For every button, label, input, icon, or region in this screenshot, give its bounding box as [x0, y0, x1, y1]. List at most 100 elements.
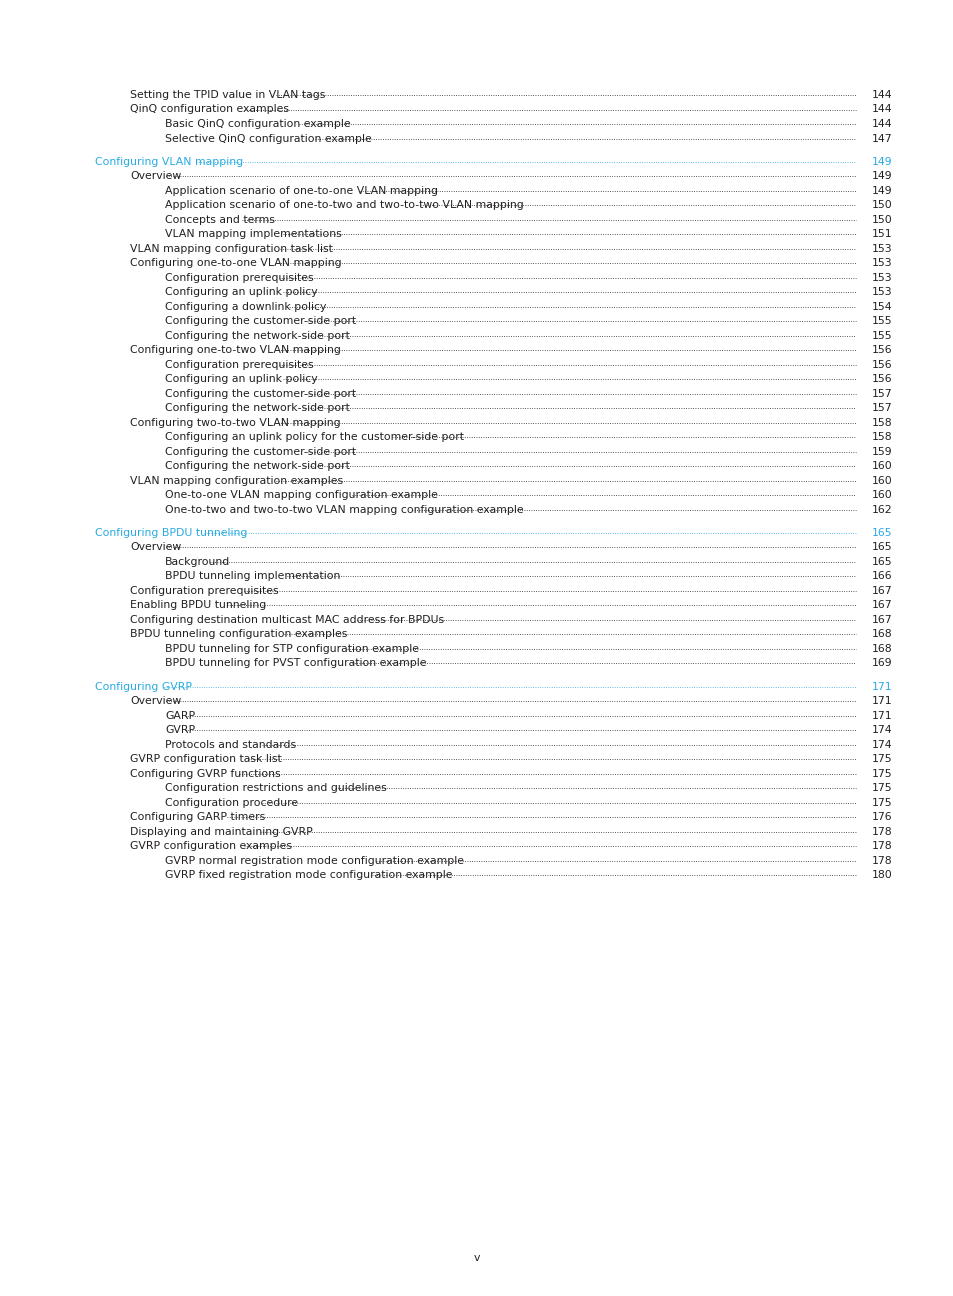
Text: Concepts and terms: Concepts and terms [165, 215, 274, 224]
Text: 178: 178 [871, 841, 892, 851]
Text: VLAN mapping configuration examples: VLAN mapping configuration examples [130, 476, 343, 486]
Text: 160: 160 [871, 461, 892, 472]
Text: Application scenario of one-to-two and two-to-two VLAN mapping: Application scenario of one-to-two and t… [165, 200, 523, 210]
Text: 157: 157 [871, 403, 892, 413]
Text: 151: 151 [871, 229, 892, 240]
Text: 160: 160 [871, 490, 892, 500]
Text: 176: 176 [871, 813, 892, 822]
Text: Configuring destination multicast MAC address for BPDUs: Configuring destination multicast MAC ad… [130, 614, 444, 625]
Text: Configuring BPDU tunneling: Configuring BPDU tunneling [95, 527, 247, 538]
Text: GVRP configuration task list: GVRP configuration task list [130, 754, 281, 765]
Text: 149: 149 [871, 185, 892, 196]
Text: 167: 167 [871, 614, 892, 625]
Text: BPDU tunneling implementation: BPDU tunneling implementation [165, 572, 340, 582]
Text: Configuring two-to-two VLAN mapping: Configuring two-to-two VLAN mapping [130, 417, 340, 428]
Text: 144: 144 [871, 89, 892, 100]
Text: 175: 175 [871, 769, 892, 779]
Text: Overview: Overview [130, 696, 181, 706]
Text: Configuration prerequisites: Configuration prerequisites [165, 360, 314, 369]
Text: VLAN mapping implementations: VLAN mapping implementations [165, 229, 341, 240]
Text: 158: 158 [871, 432, 892, 442]
Text: Basic QinQ configuration example: Basic QinQ configuration example [165, 119, 351, 130]
Text: 160: 160 [871, 476, 892, 486]
Text: Configuring a downlink policy: Configuring a downlink policy [165, 302, 326, 312]
Text: 171: 171 [871, 696, 892, 706]
Text: 156: 156 [871, 345, 892, 355]
Text: 154: 154 [871, 302, 892, 312]
Text: GVRP normal registration mode configuration example: GVRP normal registration mode configurat… [165, 855, 463, 866]
Text: VLAN mapping configuration task list: VLAN mapping configuration task list [130, 244, 333, 254]
Text: Configuration prerequisites: Configuration prerequisites [165, 272, 314, 283]
Text: 171: 171 [871, 710, 892, 721]
Text: Setting the TPID value in VLAN tags: Setting the TPID value in VLAN tags [130, 89, 325, 100]
Text: Configuring one-to-two VLAN mapping: Configuring one-to-two VLAN mapping [130, 345, 340, 355]
Text: 144: 144 [871, 105, 892, 114]
Text: 147: 147 [871, 133, 892, 144]
Text: Overview: Overview [130, 543, 181, 552]
Text: 174: 174 [871, 740, 892, 749]
Text: One-to-one VLAN mapping configuration example: One-to-one VLAN mapping configuration ex… [165, 490, 437, 500]
Text: 180: 180 [871, 870, 892, 880]
Text: Application scenario of one-to-one VLAN mapping: Application scenario of one-to-one VLAN … [165, 185, 437, 196]
Text: 165: 165 [871, 557, 892, 566]
Text: 159: 159 [871, 447, 892, 456]
Text: 168: 168 [871, 630, 892, 639]
Text: 169: 169 [871, 658, 892, 669]
Text: GVRP fixed registration mode configuration example: GVRP fixed registration mode configurati… [165, 870, 452, 880]
Text: 155: 155 [871, 316, 892, 327]
Text: 165: 165 [871, 543, 892, 552]
Text: 153: 153 [871, 258, 892, 268]
Text: 149: 149 [871, 157, 892, 167]
Text: 167: 167 [871, 600, 892, 610]
Text: 165: 165 [871, 527, 892, 538]
Text: Configuring the network-side port: Configuring the network-side port [165, 403, 350, 413]
Text: Configuring VLAN mapping: Configuring VLAN mapping [95, 157, 243, 167]
Text: GVRP: GVRP [165, 724, 195, 735]
Text: 171: 171 [871, 682, 892, 692]
Text: 166: 166 [871, 572, 892, 582]
Text: 150: 150 [871, 215, 892, 224]
Text: 175: 175 [871, 783, 892, 793]
Text: 153: 153 [871, 244, 892, 254]
Text: Protocols and standards: Protocols and standards [165, 740, 295, 749]
Text: Configuring the customer-side port: Configuring the customer-side port [165, 316, 355, 327]
Text: GARP: GARP [165, 710, 195, 721]
Text: Configuring the customer-side port: Configuring the customer-side port [165, 389, 355, 399]
Text: Background: Background [165, 557, 230, 566]
Text: 175: 175 [871, 754, 892, 765]
Text: 156: 156 [871, 375, 892, 384]
Text: v: v [474, 1253, 479, 1264]
Text: Configuration procedure: Configuration procedure [165, 797, 297, 807]
Text: Overview: Overview [130, 171, 181, 181]
Text: 174: 174 [871, 724, 892, 735]
Text: BPDU tunneling for STP configuration example: BPDU tunneling for STP configuration exa… [165, 644, 418, 654]
Text: One-to-two and two-to-two VLAN mapping configuration example: One-to-two and two-to-two VLAN mapping c… [165, 504, 523, 515]
Text: BPDU tunneling for PVST configuration example: BPDU tunneling for PVST configuration ex… [165, 658, 426, 669]
Text: Enabling BPDU tunneling: Enabling BPDU tunneling [130, 600, 266, 610]
Text: 168: 168 [871, 644, 892, 654]
Text: Configuring the network-side port: Configuring the network-side port [165, 330, 350, 341]
Text: 144: 144 [871, 119, 892, 130]
Text: 153: 153 [871, 288, 892, 297]
Text: 153: 153 [871, 272, 892, 283]
Text: Configuring GVRP functions: Configuring GVRP functions [130, 769, 280, 779]
Text: Configuring the customer-side port: Configuring the customer-side port [165, 447, 355, 456]
Text: Configuring an uplink policy: Configuring an uplink policy [165, 288, 317, 297]
Text: Configuring GVRP: Configuring GVRP [95, 682, 192, 692]
Text: Configuring one-to-one VLAN mapping: Configuring one-to-one VLAN mapping [130, 258, 341, 268]
Text: GVRP configuration examples: GVRP configuration examples [130, 841, 292, 851]
Text: 178: 178 [871, 855, 892, 866]
Text: Displaying and maintaining GVRP: Displaying and maintaining GVRP [130, 827, 313, 837]
Text: Configuration prerequisites: Configuration prerequisites [130, 586, 278, 596]
Text: Configuration restrictions and guidelines: Configuration restrictions and guideline… [165, 783, 386, 793]
Text: 149: 149 [871, 171, 892, 181]
Text: 175: 175 [871, 797, 892, 807]
Text: 150: 150 [871, 200, 892, 210]
Text: BPDU tunneling configuration examples: BPDU tunneling configuration examples [130, 630, 347, 639]
Text: 167: 167 [871, 586, 892, 596]
Text: Configuring the network-side port: Configuring the network-side port [165, 461, 350, 472]
Text: 162: 162 [871, 504, 892, 515]
Text: Configuring an uplink policy: Configuring an uplink policy [165, 375, 317, 384]
Text: QinQ configuration examples: QinQ configuration examples [130, 105, 289, 114]
Text: 155: 155 [871, 330, 892, 341]
